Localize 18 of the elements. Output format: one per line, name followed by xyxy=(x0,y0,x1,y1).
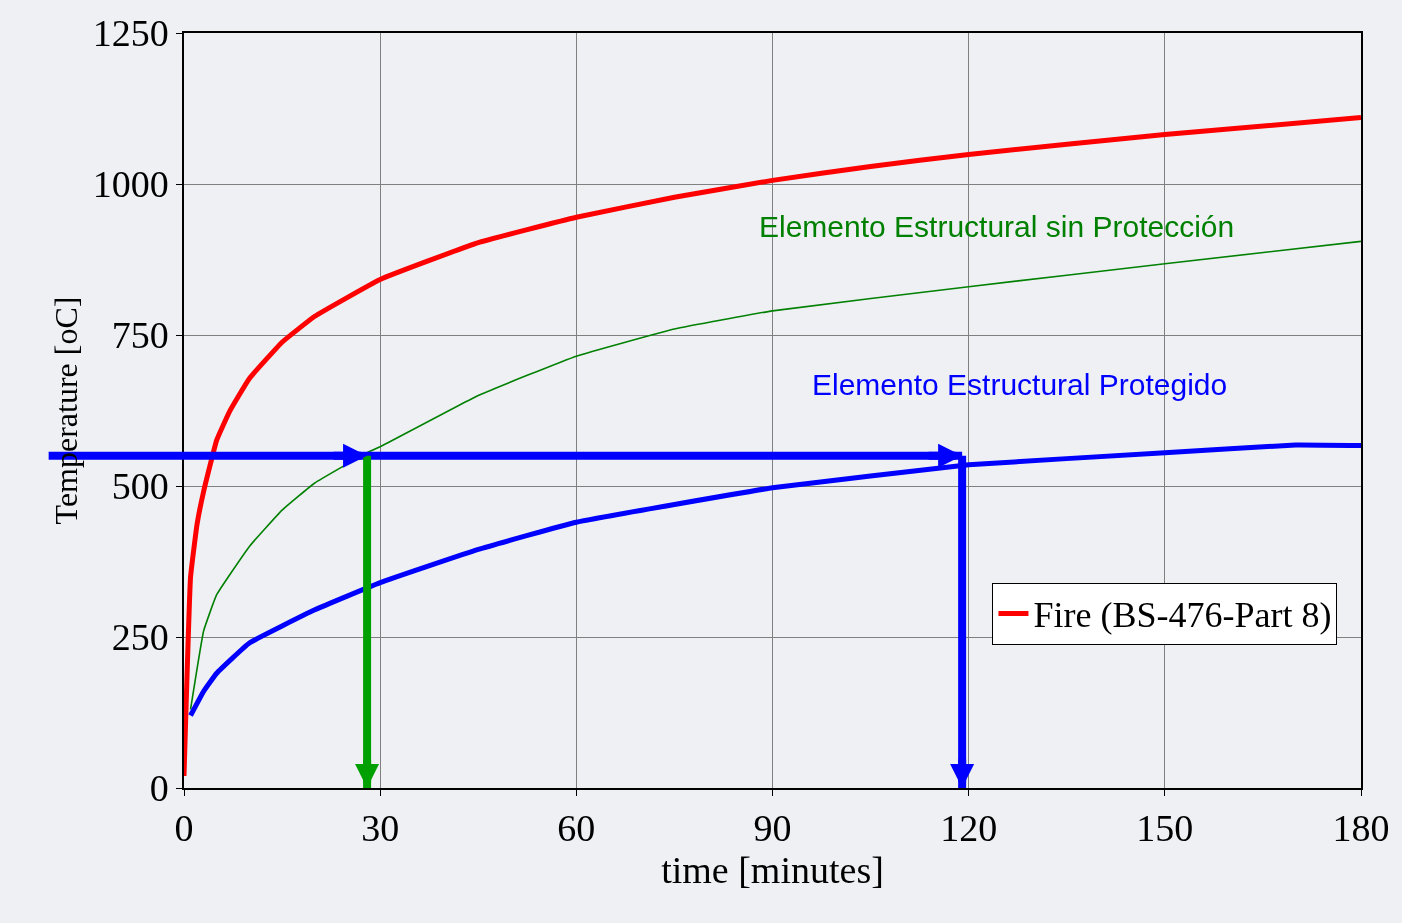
y-tick-label: 0 xyxy=(149,767,169,810)
x-tick-label: 120 xyxy=(940,807,998,850)
x-tick-label: 90 xyxy=(753,807,792,850)
y-tick-label: 250 xyxy=(111,616,169,659)
y-tick-label: 1000 xyxy=(92,163,169,206)
annotation: Elemento Estructural Protegido xyxy=(812,368,1228,401)
legend-label: Fire (BS-476-Part 8) xyxy=(1033,595,1332,636)
x-tick-label: 180 xyxy=(1332,807,1390,850)
y-tick-label: 500 xyxy=(111,465,169,508)
x-axis-title: time [minutes] xyxy=(661,849,884,892)
annotation: Elemento Estructural sin Protección xyxy=(759,210,1235,243)
x-tick-label: 30 xyxy=(361,807,400,850)
y-axis-title: Temperature [oC] xyxy=(48,296,85,525)
line-series xyxy=(189,240,1361,711)
x-tick-label: 150 xyxy=(1136,807,1194,850)
x-tick-label: 60 xyxy=(557,807,596,850)
y-tick-label: 750 xyxy=(111,314,169,357)
y-tick-label: 1250 xyxy=(92,12,169,55)
